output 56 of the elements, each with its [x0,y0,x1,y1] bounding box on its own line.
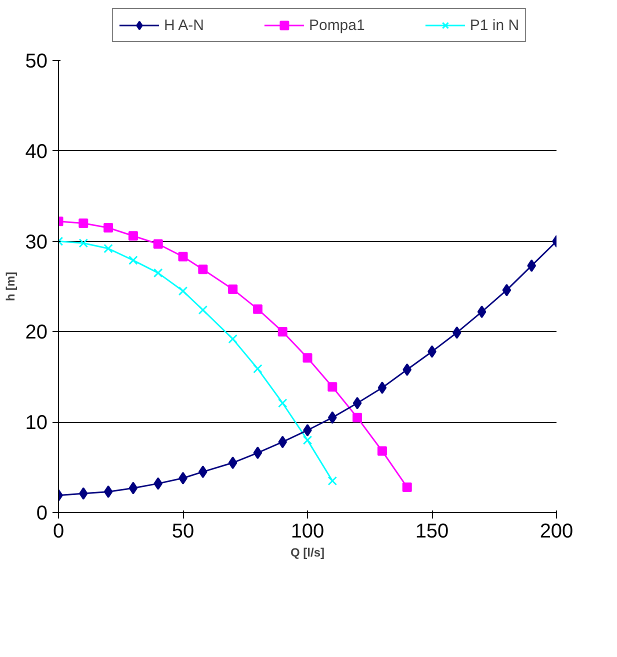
y-tick-label: 10 [25,412,48,434]
point [253,364,262,374]
point [278,436,288,448]
point [153,239,163,249]
x-axis-title: Q [l/s] [290,546,325,560]
point [78,218,88,228]
point [252,304,262,314]
point [378,382,387,394]
x-tick-label: 150 [415,520,449,542]
legend-label: P1 in N [470,16,520,34]
point [153,268,163,278]
point [178,252,188,262]
legend-label: Pompa1 [308,16,365,34]
point [128,256,138,265]
y-tick-label: 40 [25,140,48,163]
point [104,485,113,498]
point [377,446,387,456]
point [198,305,208,315]
point [104,244,113,254]
point [452,326,462,339]
point [104,222,114,232]
point [328,411,337,424]
point [502,284,512,296]
point [253,446,262,460]
point [477,306,486,318]
point [352,412,362,422]
point [352,396,362,410]
y-tick-label: 20 [25,322,48,344]
point [402,363,412,376]
point [278,398,288,408]
y-axis-title: h [m] [3,272,18,302]
point [328,476,338,486]
point [128,231,138,241]
y-tick-label: 0 [36,502,48,524]
point [228,284,238,294]
x-tick-label: 200 [540,520,574,542]
x-tick-label: 100 [290,520,324,542]
point [527,259,536,272]
point [302,436,312,445]
point [302,353,312,363]
point [328,382,338,392]
point [278,326,288,336]
point [228,456,238,470]
x-tick-label: 50 [172,520,194,542]
point [198,264,208,274]
point [78,238,88,248]
point [154,477,163,490]
point [228,334,238,344]
point [178,286,188,296]
legend-label: H A-N [164,16,204,34]
point [402,482,412,492]
y-tick-label: 50 [25,50,48,72]
point [128,482,138,494]
x-tick-label: 0 [52,520,64,542]
point [78,487,88,500]
y-tick-label: 30 [25,231,48,254]
